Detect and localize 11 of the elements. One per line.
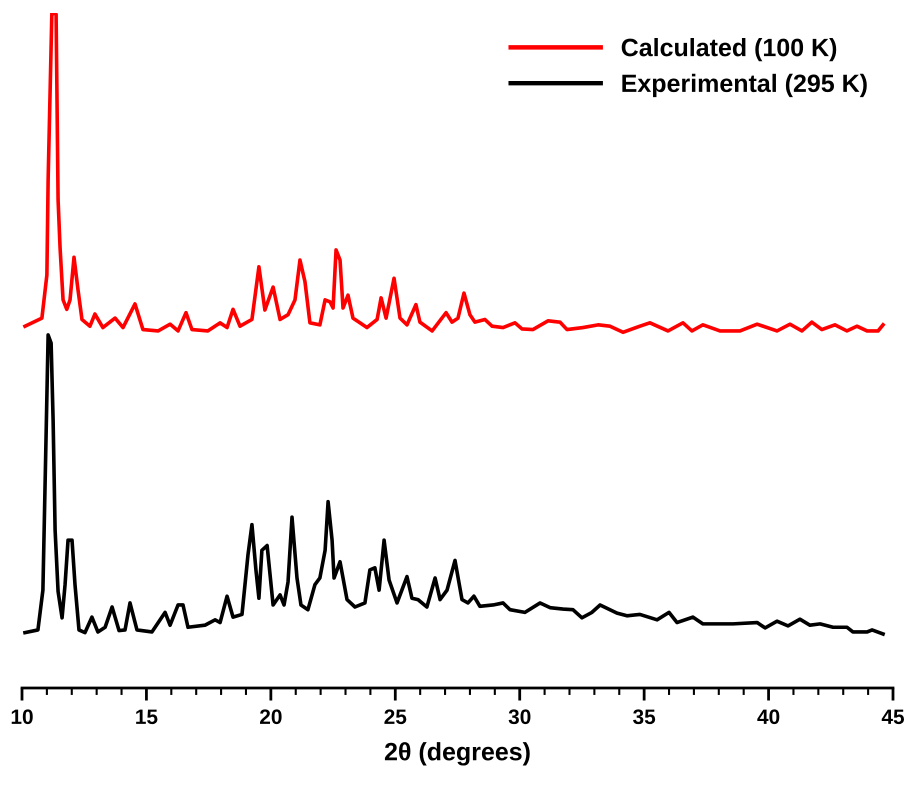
x-tick-label: 10 [12, 709, 33, 724]
x-tick-label: 15 [136, 710, 158, 724]
x-tick-label: 45 [882, 710, 904, 724]
x-tick-label: 20 [260, 709, 282, 724]
x-tick-label: 40 [757, 709, 780, 724]
legend-label: Experimental (295 K) [622, 74, 867, 98]
x-axis-title: 2θ (degrees) [384, 742, 530, 766]
legend-label: Calculated (100 K) [622, 38, 836, 62]
x-tick-label: 35 [633, 709, 656, 724]
x-tick-label: 30 [508, 709, 530, 724]
x-tick-label: 25 [384, 709, 406, 724]
